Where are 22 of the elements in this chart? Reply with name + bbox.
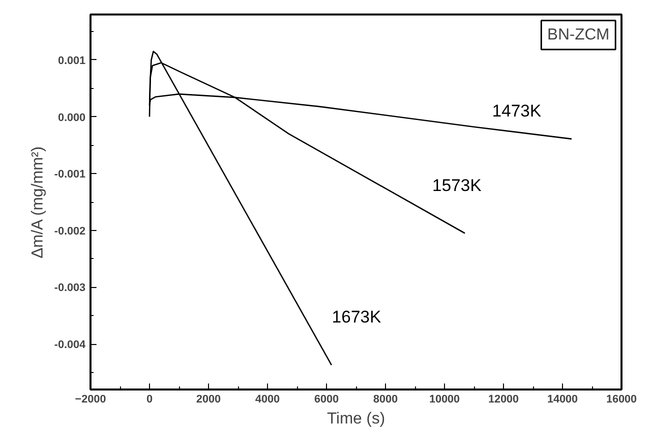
- x-tick-label: 8000: [373, 394, 398, 406]
- y-tick-label: -0.001: [54, 168, 86, 181]
- y-tick-label: 0.001: [58, 54, 86, 67]
- series-label: 1473K: [492, 101, 542, 120]
- x-tick-label: 4000: [255, 394, 280, 406]
- x-tick-label: 10000: [429, 394, 460, 406]
- x-tick-label: 2000: [196, 394, 221, 406]
- y-tick-label: -0.003: [54, 282, 86, 294]
- x-tick-label: 12000: [488, 394, 519, 406]
- series-label: 1573K: [432, 176, 482, 195]
- x-tick-label: 6000: [314, 394, 339, 406]
- y-tick-label: 0.000: [58, 112, 86, 124]
- x-tick-label: 14000: [547, 394, 578, 406]
- x-tick-label: −2000: [75, 394, 106, 406]
- x-tick-label: 16000: [606, 394, 637, 406]
- y-axis-title: Δm/A (mg/mm²): [29, 146, 46, 258]
- y-tick-label: -0.004: [54, 339, 86, 352]
- series-label: 1673K: [332, 308, 382, 327]
- y-tick-label: -0.002: [54, 225, 86, 238]
- x-axis-title: Time (s): [326, 410, 386, 428]
- annotation: BN-ZCM: [547, 26, 610, 44]
- x-tick-label: 0: [146, 394, 153, 406]
